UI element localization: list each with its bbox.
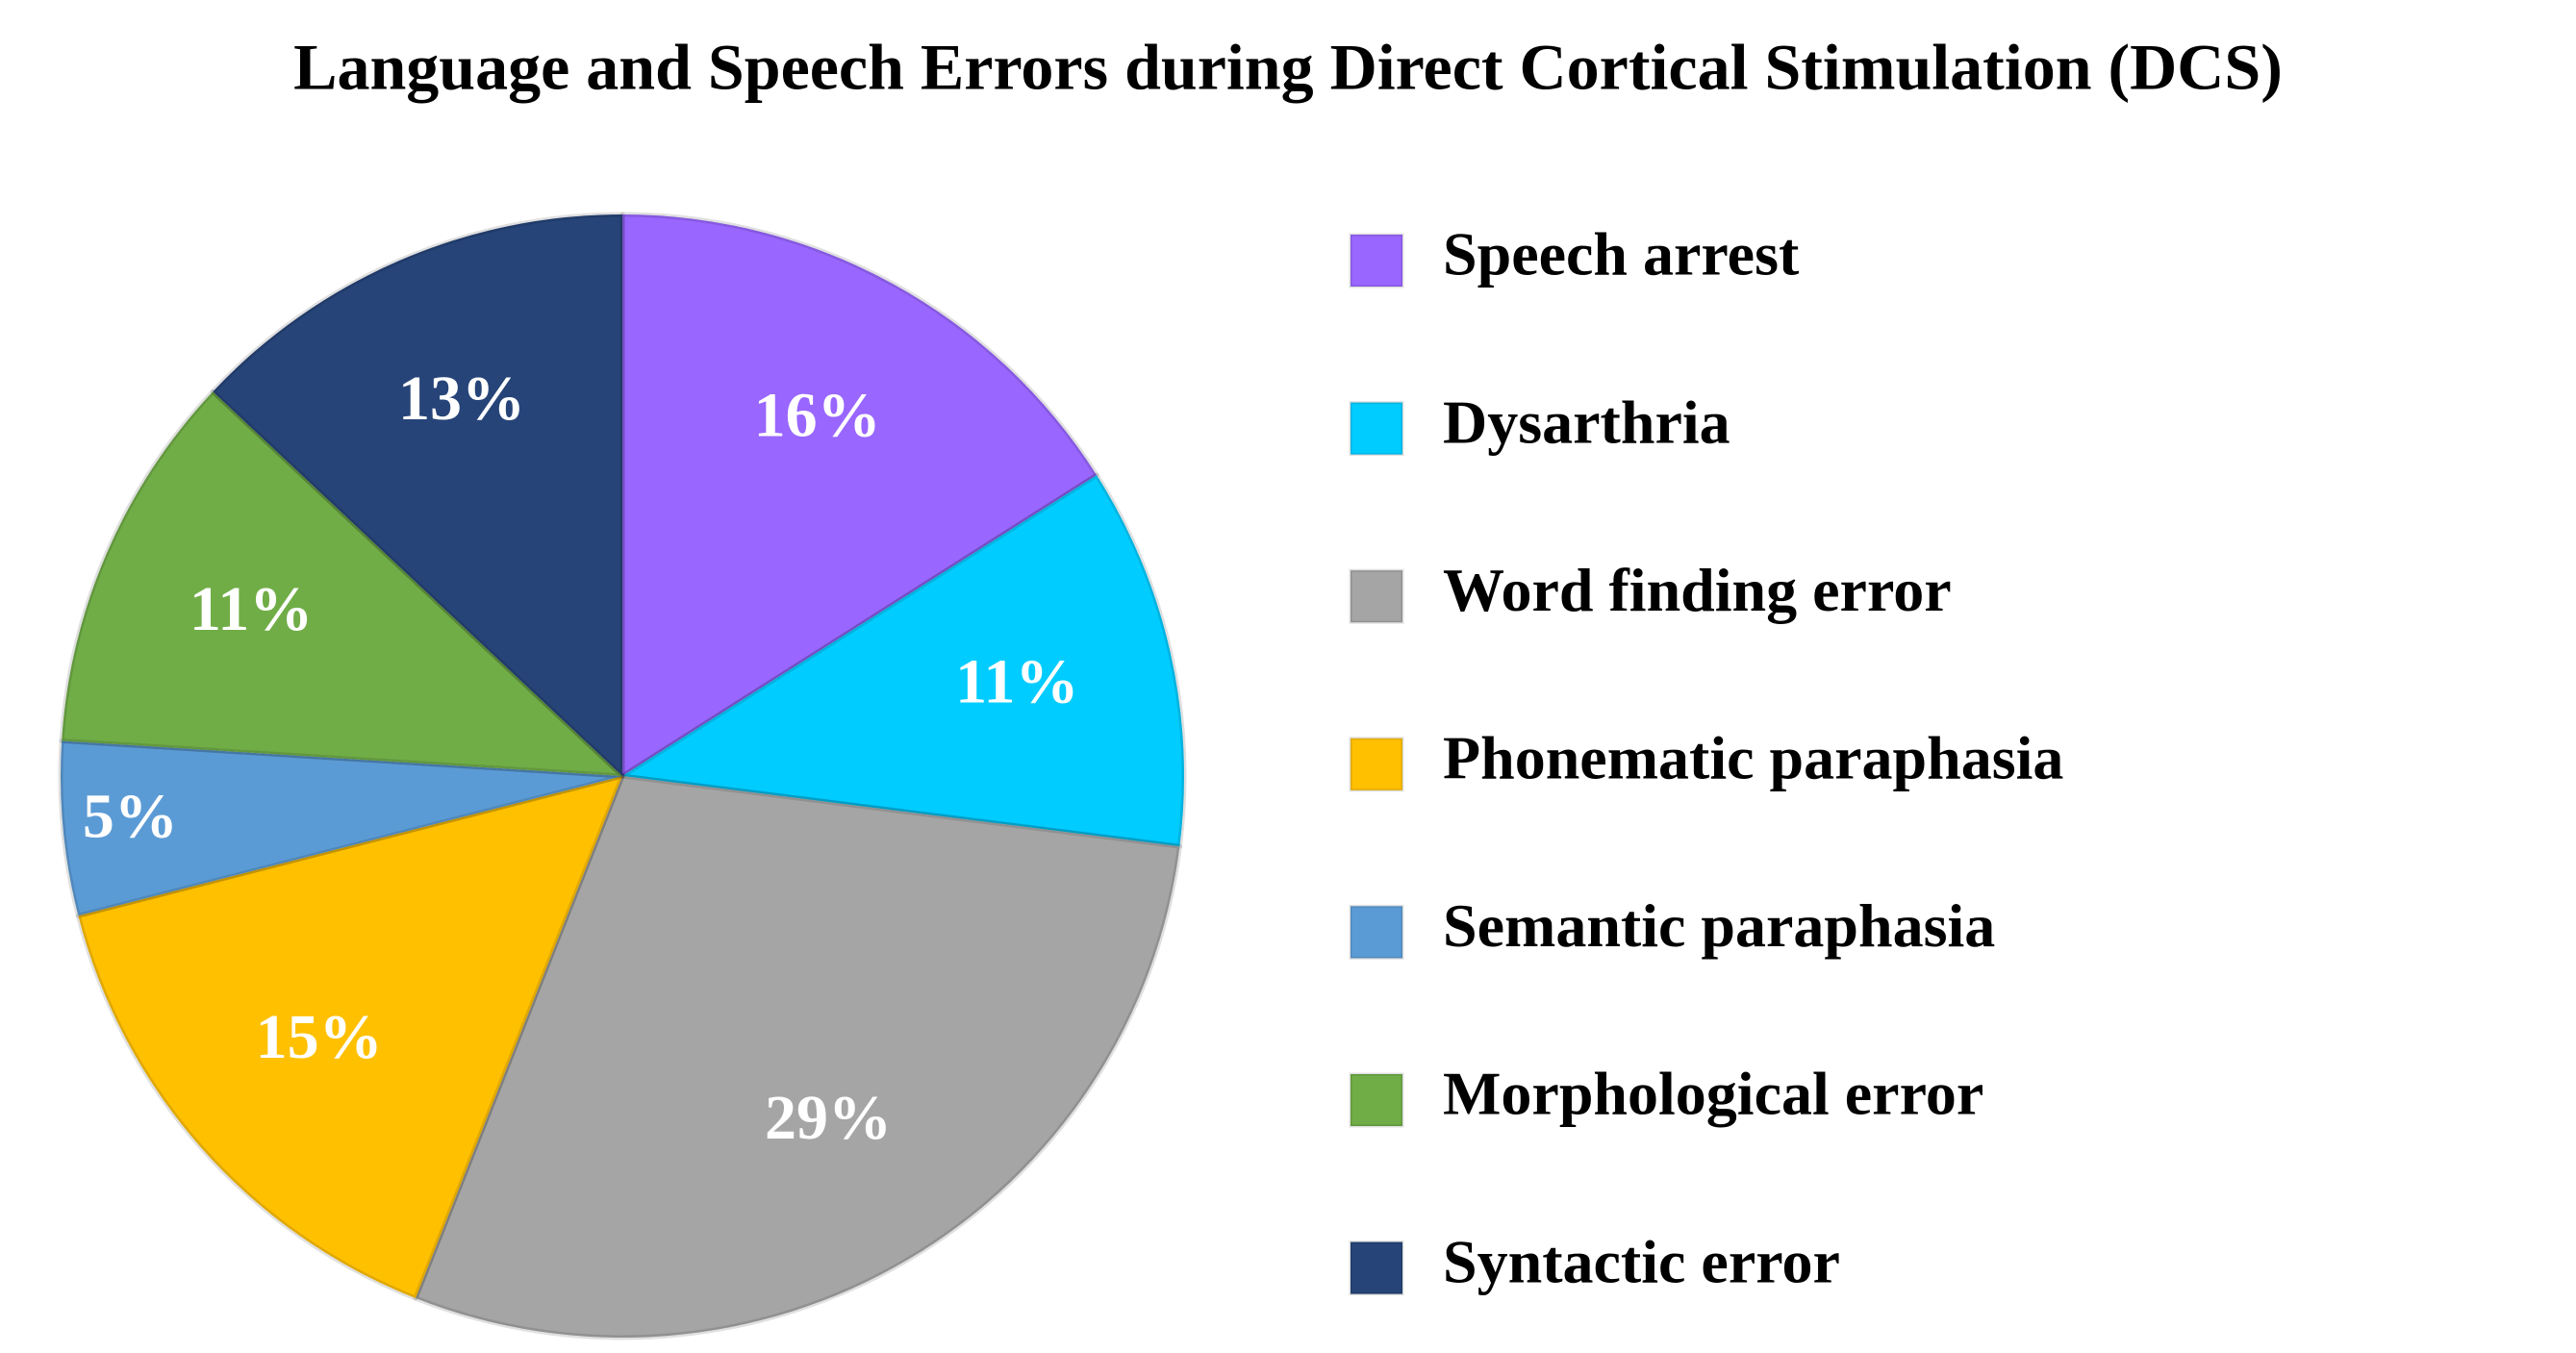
pie-slice	[210, 212, 625, 779]
chart-title: Language and Speech Errors during Direct…	[293, 31, 2283, 104]
legend-swatch	[1349, 401, 1404, 457]
data-label: 11%	[955, 646, 1078, 716]
data-label: 11%	[189, 574, 313, 644]
legend-label: Word finding error	[1443, 556, 1952, 624]
pie-slice	[59, 388, 625, 779]
data-label: 29%	[765, 1083, 892, 1153]
legend-label: Speech arrest	[1443, 220, 1800, 288]
data-label: 15%	[256, 1002, 383, 1072]
pie-slice	[58, 738, 625, 918]
legend-swatch	[1349, 737, 1404, 792]
legend-swatch	[1349, 1240, 1404, 1296]
legend-swatch	[1349, 1072, 1404, 1128]
legend-label: Morphological error	[1443, 1060, 1983, 1128]
legend-label: Dysarthria	[1443, 388, 1730, 456]
legend-swatch	[1349, 233, 1404, 288]
legend-swatch	[1349, 904, 1404, 960]
pie-slice	[619, 472, 1187, 849]
pie-slice	[619, 212, 1099, 779]
data-label: 13%	[398, 363, 525, 434]
legend-label: Phonematic paraphasia	[1443, 723, 2063, 791]
pie-slice	[413, 773, 1182, 1340]
legend-swatch	[1349, 568, 1404, 624]
legend-label: Semantic paraphasia	[1443, 891, 1995, 960]
legend-label: Syntactic error	[1443, 1227, 1840, 1295]
data-label: 5%	[83, 782, 178, 852]
data-label: 16%	[754, 381, 881, 451]
pie-slice	[75, 773, 625, 1301]
